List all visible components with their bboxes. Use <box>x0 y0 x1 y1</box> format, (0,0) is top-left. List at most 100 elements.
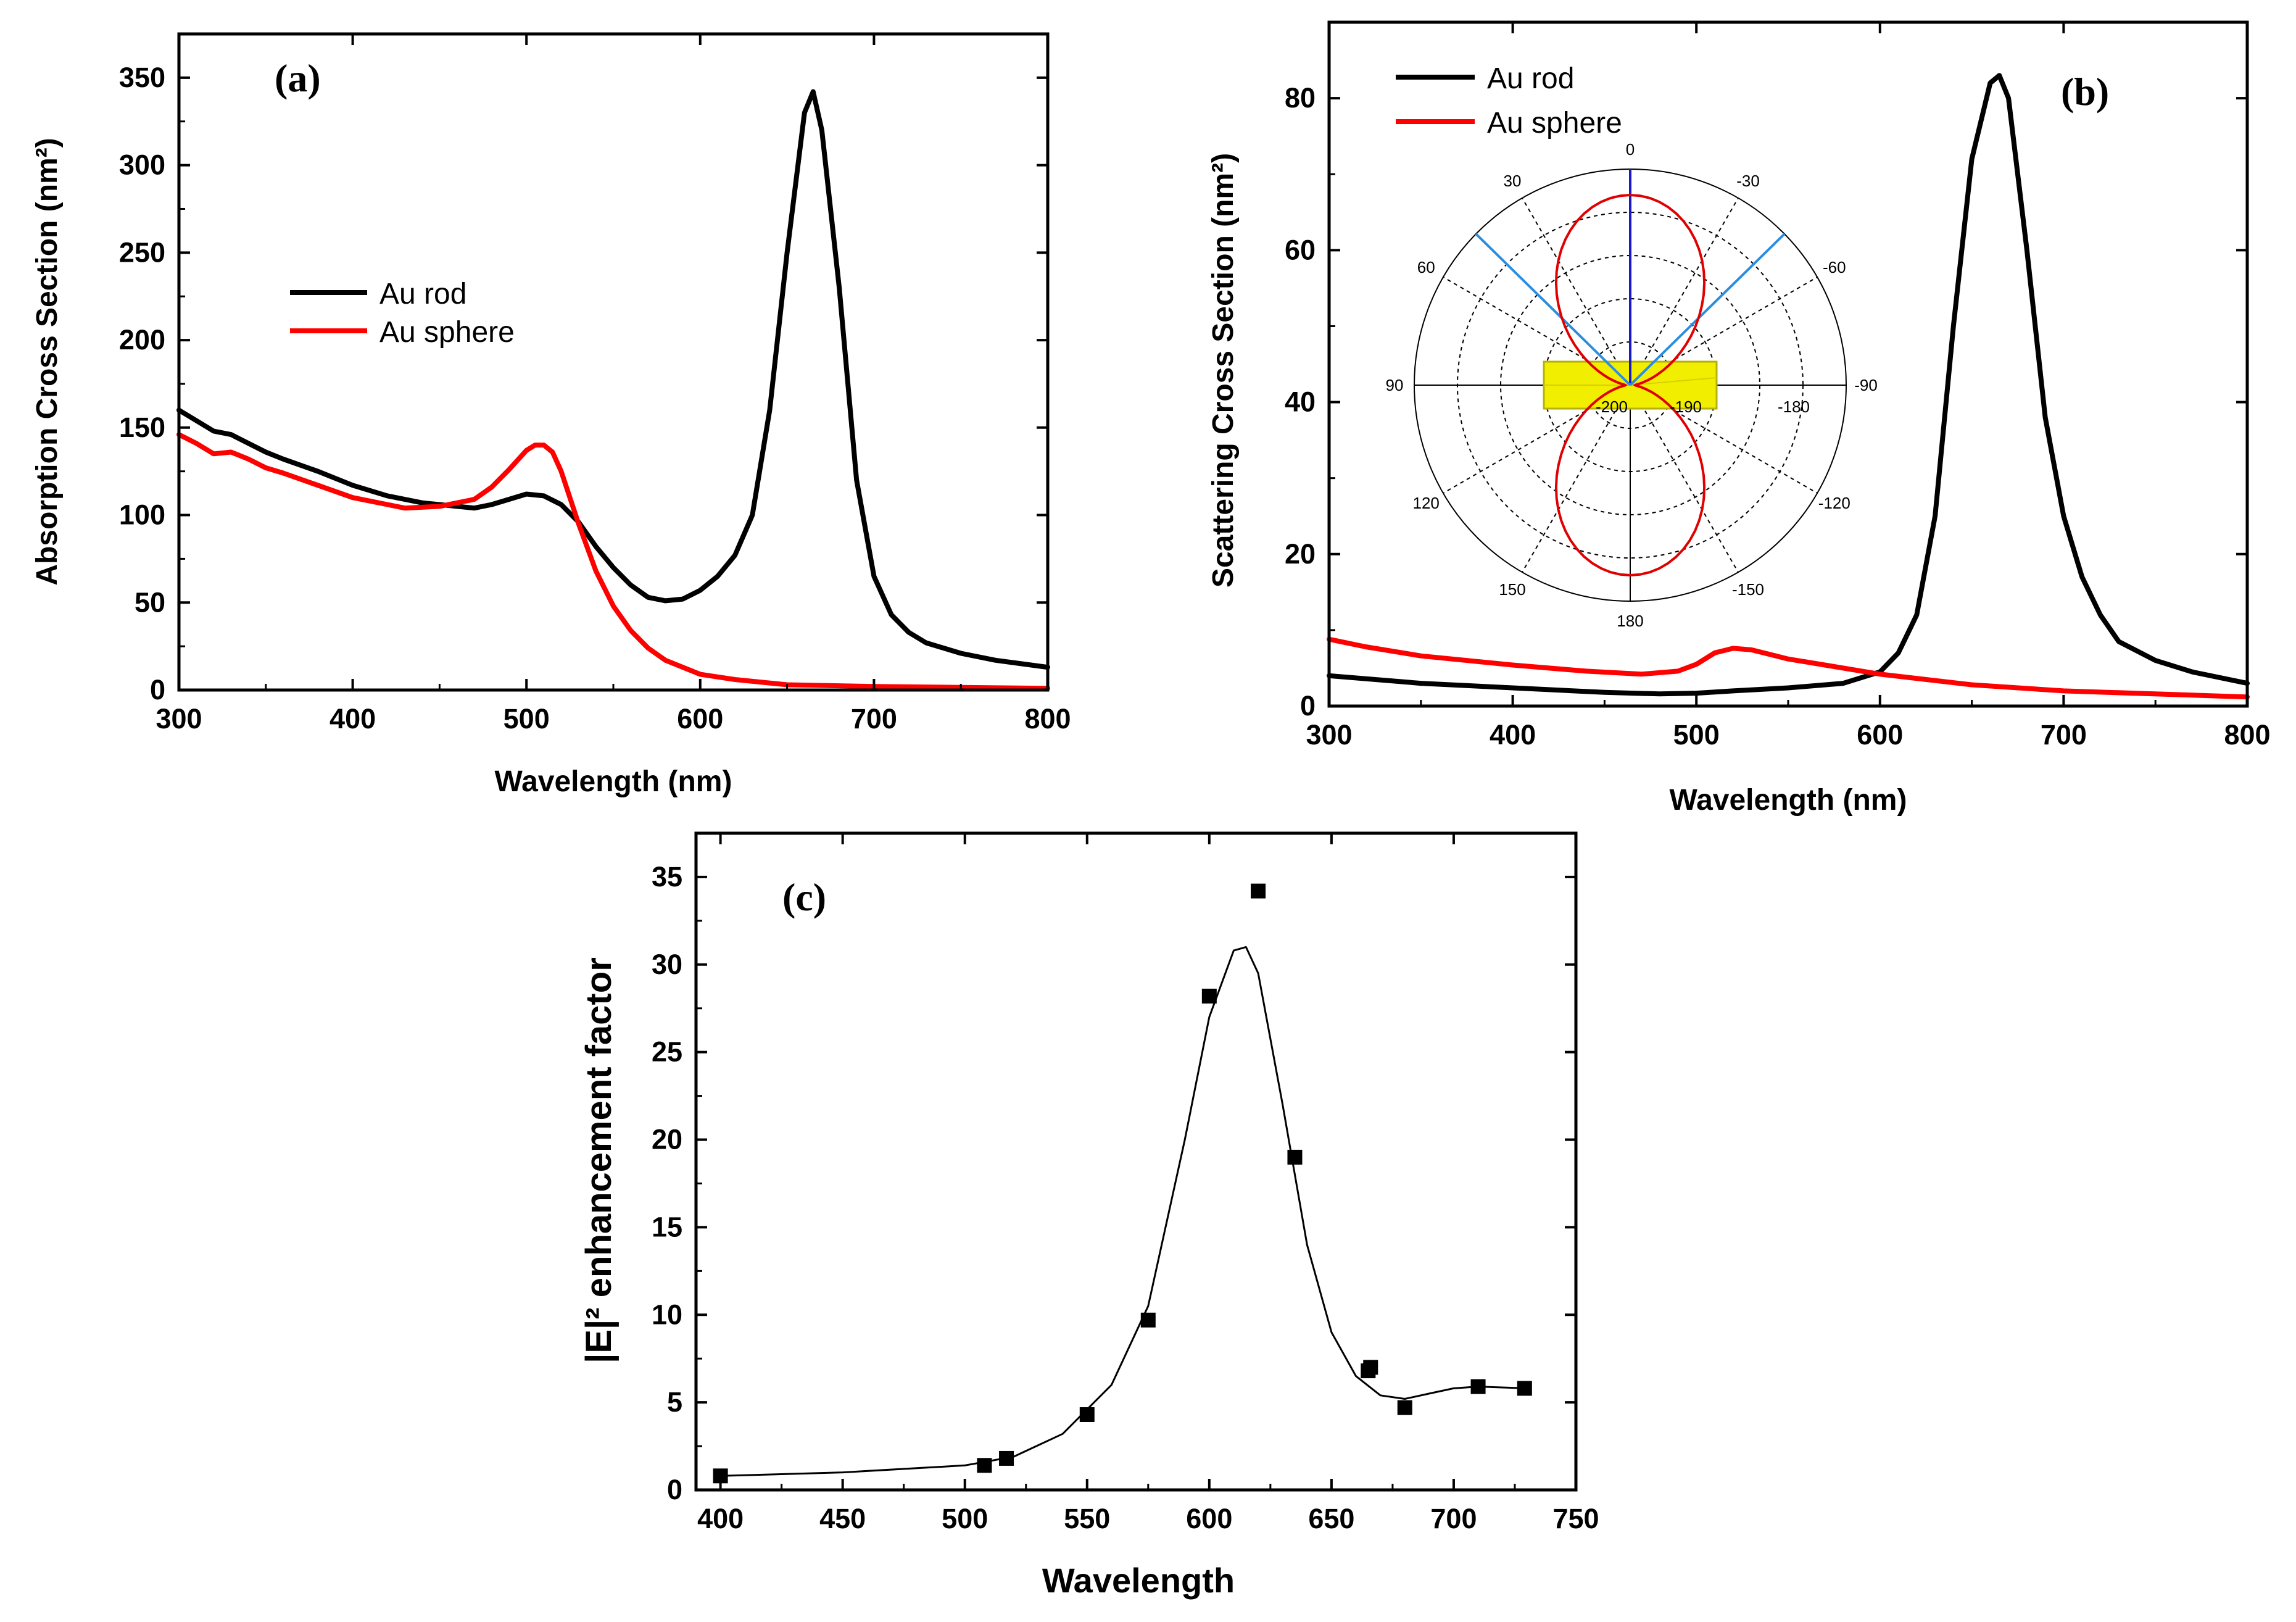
panel-a-x-tick-label: 600 <box>677 703 723 734</box>
panel-b-y-tick-label: 80 <box>1285 82 1316 114</box>
polar-spoke <box>1443 385 1631 494</box>
panel-c-y-tick-label: 10 <box>652 1299 682 1330</box>
panel-c-x-tick-label: 500 <box>942 1503 988 1534</box>
panel-c-x-tick-label: 700 <box>1430 1503 1477 1534</box>
panel-a-y-tick-label: 350 <box>119 62 165 93</box>
panel-c-frame <box>694 831 1578 1492</box>
panel-a-y-tick-label: 250 <box>119 236 165 268</box>
polar-spoke <box>1630 385 1739 573</box>
panel-c-x-tick-label: 650 <box>1308 1503 1354 1534</box>
panel-a-legend: Au rod Au sphere <box>290 278 515 349</box>
panel-b-legend: Au rod Au sphere <box>1396 62 1622 139</box>
panel-b-x-tick-label: 800 <box>2224 719 2270 751</box>
panel-c-data-point <box>1363 1360 1378 1375</box>
polar-angle-label: -90 <box>1854 376 1878 394</box>
panel-a-x-tick-label: 800 <box>1024 703 1071 734</box>
panel-c-plot-area <box>713 883 1532 1484</box>
panel-b-x-tick-label: 700 <box>2041 719 2087 751</box>
polar-radial-label: -180 <box>1778 397 1810 416</box>
panel-a-series-au-rod <box>176 89 1050 670</box>
panel-a-y-ticks: 0 50 100 150 200 250 300 350 <box>119 62 1048 705</box>
panel-c-series-fit <box>719 946 1528 1477</box>
panel-c-x-tick-label: 600 <box>1186 1503 1232 1534</box>
polar-radial-label: -200 <box>1596 397 1628 416</box>
polar-blue-diagonal-line <box>1629 233 1786 386</box>
panel-a-x-tick-label: 400 <box>329 703 376 734</box>
panel-c-data-point <box>1287 1149 1303 1165</box>
polar-spoke <box>1522 385 1631 573</box>
panel-a-legend-au-sphere: Au sphere <box>379 316 515 349</box>
panel-b-series-au-rod <box>1327 73 2250 697</box>
polar-spoke <box>1443 277 1631 386</box>
panel-a-x-ticks: 300 400 500 600 700 800 <box>155 34 1071 734</box>
panel-a-y-axis-title: Absorption Cross Section (nm²) <box>31 138 64 585</box>
panel-a-label: (a) <box>275 56 321 100</box>
panel-a-y-tick-label: 150 <box>119 412 165 443</box>
panel-b-x-tick-label: 400 <box>1490 719 1536 751</box>
panel-c-y-tick-label: 5 <box>667 1386 682 1418</box>
panel-a-x-tick-label: 700 <box>851 703 897 734</box>
panel-a-y-tick-label: 0 <box>150 674 165 705</box>
panel-c-data-point <box>1397 1400 1412 1415</box>
panel-b-frame <box>1327 20 2249 708</box>
panel-b-y-tick-label: 0 <box>1300 690 1316 722</box>
panel-c-x-tick-label: 750 <box>1552 1503 1599 1534</box>
polar-spoke <box>1630 277 1818 386</box>
polar-radial-label: -190 <box>1670 397 1702 416</box>
polar-angle-label: 90 <box>1386 376 1404 394</box>
panel-c-data-point <box>1251 883 1266 899</box>
panel-b-x-axis-title: Wavelength (nm) <box>1670 784 1907 817</box>
polar-labels: 0 -30 -60 -90 -120 -150 180 150 120 90 60 30 -200 -19… <box>1386 140 1878 630</box>
panel-c-label: (c) <box>782 875 826 919</box>
polar-angle-label: 60 <box>1417 258 1435 277</box>
panel-b-plot-area <box>1327 73 2250 700</box>
panel-b-y-tick-label: 60 <box>1285 234 1316 265</box>
panel-b-x-tick-label: 500 <box>1673 719 1720 751</box>
polar-angle-label: 0 <box>1626 140 1635 159</box>
panel-c-y-tick-label: 35 <box>652 861 682 892</box>
polar-spoke <box>1522 198 1631 386</box>
panel-c-x-tick-label: 550 <box>1064 1503 1110 1534</box>
polar-blue-diagonal-line <box>1475 233 1631 386</box>
panel-a-y-tick-label: 200 <box>119 324 165 356</box>
polar-angle-label: 180 <box>1617 612 1643 630</box>
polar-lines <box>1475 169 1786 577</box>
polar-angle-label: -150 <box>1732 580 1764 599</box>
panel-b-x-tick-label: 300 <box>1306 719 1352 751</box>
panel-b-legend-au-sphere: Au sphere <box>1487 107 1622 139</box>
panel-a-y-tick-label: 300 <box>119 149 165 181</box>
panel-b-y-ticks: 0 20 40 60 80 <box>1285 82 2247 722</box>
panel-a-plot-area <box>176 89 1050 691</box>
panel-c-y-tick-label: 25 <box>652 1036 682 1068</box>
polar-spoke <box>1630 385 1818 494</box>
panel-c-x-tick-label: 450 <box>819 1503 866 1534</box>
panel-b-y-axis-title: Scattering Cross Section (nm²) <box>1207 153 1240 588</box>
panel-c-data-point <box>1140 1312 1156 1328</box>
panel-a-y-tick-label: 100 <box>119 499 165 531</box>
panel-b-polar-inset: 0 -30 -60 -90 -120 -150 180 150 120 90 60 30 -200 -19… <box>1386 140 1878 630</box>
panel-b-x-tick-label: 600 <box>1857 719 1903 751</box>
panel-b-y-tick-label: 40 <box>1285 386 1316 418</box>
panel-a-series-au-sphere <box>176 432 1050 691</box>
panel-c-enhancement-chart: 400 450 500 550 600 650 700 750 05101520253035 … <box>579 831 1599 1600</box>
polar-red-radiation-pattern <box>1554 193 1706 577</box>
panel-a-x-tick-label: 300 <box>155 703 202 734</box>
panel-a-y-tick-label: 50 <box>135 586 165 618</box>
panel-c-x-axis-title: Wavelength <box>1042 1561 1235 1600</box>
polar-angle-label: 120 <box>1413 494 1440 512</box>
polar-angle-label: 150 <box>1499 580 1525 599</box>
panel-b-legend-au-rod: Au rod <box>1487 62 1574 95</box>
panel-c-y-tick-label: 15 <box>652 1211 682 1242</box>
panel-a-legend-au-rod: Au rod <box>379 278 466 310</box>
panel-b-x-ticks: 300 400 500 600 700 800 <box>1306 22 2271 751</box>
panel-c-y-axis-title: |E|² enhancement factor <box>579 957 619 1363</box>
panel-a-frame <box>177 32 1050 692</box>
panel-c-x-ticks: 400 450 500 550 600 650 700 750 <box>697 833 1599 1534</box>
panel-c-x-tick-label: 400 <box>697 1503 744 1534</box>
panel-b-y-tick-label: 20 <box>1285 538 1316 570</box>
panel-a-absorption-chart: 300 400 500 600 700 800 0 50 100 150 200 250 300 350… <box>31 32 1071 798</box>
polar-spoke <box>1630 198 1739 386</box>
panel-c-y-tick-label: 20 <box>652 1124 682 1155</box>
panel-b-series-au-sphere <box>1327 636 2250 700</box>
